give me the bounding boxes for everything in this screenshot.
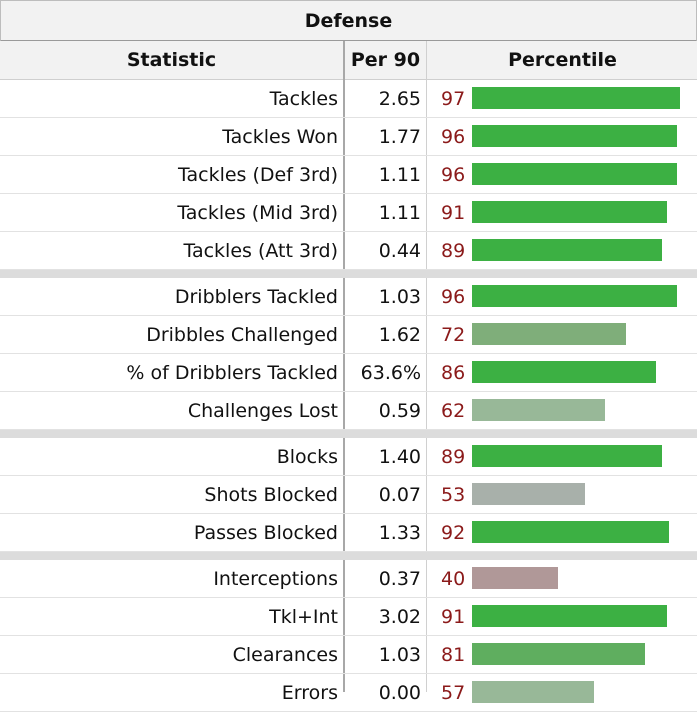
per90-value: 3.02 bbox=[378, 605, 421, 628]
per90-value: 2.65 bbox=[378, 87, 421, 110]
percentile-value: 92 bbox=[441, 521, 466, 544]
per90-value: 1.33 bbox=[378, 521, 421, 544]
statistic-name: Errors bbox=[281, 681, 338, 704]
percentile-value: 62 bbox=[441, 399, 466, 422]
table-row: Tackles 2.65 97 bbox=[0, 80, 697, 118]
percentile-value: 96 bbox=[441, 163, 466, 186]
per90-value: 1.62 bbox=[378, 323, 421, 346]
statistic-name: Passes Blocked bbox=[193, 521, 338, 544]
statistic-name: Shots Blocked bbox=[204, 483, 338, 506]
per90-value: 1.77 bbox=[378, 125, 421, 148]
percentile-value: 89 bbox=[441, 445, 466, 468]
percentile-bar bbox=[472, 201, 667, 223]
table-row: Passes Blocked 1.33 92 bbox=[0, 514, 697, 552]
percentile-value: 89 bbox=[441, 239, 466, 262]
group-separator bbox=[0, 430, 697, 438]
table-row: Tackles (Att 3rd) 0.44 89 bbox=[0, 232, 697, 270]
percentile-bar bbox=[472, 567, 558, 589]
percentile-value: 53 bbox=[441, 483, 466, 506]
group-separator bbox=[0, 270, 697, 278]
percentile-bar bbox=[472, 239, 662, 261]
percentile-bar bbox=[472, 521, 669, 543]
percentile-bar bbox=[472, 643, 645, 665]
percentile-value: 91 bbox=[441, 605, 466, 628]
table-row: Tackles (Def 3rd) 1.11 96 bbox=[0, 156, 697, 194]
percentile-value: 86 bbox=[441, 361, 466, 384]
column-header-percentile[interactable]: Percentile bbox=[508, 49, 617, 71]
statistic-name: Tackles (Def 3rd) bbox=[178, 163, 338, 186]
per90-value: 1.11 bbox=[378, 163, 421, 186]
percentile-bar bbox=[472, 323, 626, 345]
table-row: Clearances 1.03 81 bbox=[0, 636, 697, 674]
table-row: % of Dribblers Tackled 63.6% 86 bbox=[0, 354, 697, 392]
statistic-name: Tackles (Att 3rd) bbox=[183, 239, 338, 262]
percentile-value: 81 bbox=[441, 643, 466, 666]
table-title: Defense bbox=[0, 0, 697, 42]
percentile-bar bbox=[472, 445, 662, 467]
column-divider bbox=[343, 41, 345, 692]
statistic-name: Tkl+Int bbox=[269, 605, 338, 628]
percentile-bar bbox=[472, 605, 667, 627]
table-row: Tackles (Mid 3rd) 1.11 91 bbox=[0, 194, 697, 232]
statistic-name: Tackles (Mid 3rd) bbox=[177, 201, 338, 224]
statistic-name: Blocks bbox=[276, 445, 338, 468]
percentile-bar bbox=[472, 163, 677, 185]
percentile-value: 96 bbox=[441, 285, 466, 308]
per90-value: 0.07 bbox=[378, 483, 421, 506]
per90-value: 1.03 bbox=[378, 643, 421, 666]
statistic-name: Tackles Won bbox=[222, 125, 338, 148]
group-separator bbox=[0, 552, 697, 560]
percentile-value: 97 bbox=[441, 87, 466, 110]
statistic-name: Dribblers Tackled bbox=[174, 285, 338, 308]
per90-value: 1.11 bbox=[378, 201, 421, 224]
table-row: Blocks 1.40 89 bbox=[0, 438, 697, 476]
statistic-name: Challenges Lost bbox=[187, 399, 338, 422]
percentile-bar bbox=[472, 125, 677, 147]
percentile-bar bbox=[472, 361, 656, 383]
column-header-statistic[interactable]: Statistic bbox=[126, 49, 217, 71]
percentile-value: 91 bbox=[441, 201, 466, 224]
per90-value: 0.37 bbox=[378, 567, 421, 590]
table-row: Tackles Won 1.77 96 bbox=[0, 118, 697, 156]
table-row: Dribblers Tackled 1.03 96 bbox=[0, 278, 697, 316]
column-divider bbox=[426, 41, 427, 692]
table-header: Statistic Per 90 Percentile bbox=[0, 41, 697, 80]
table-row: Interceptions 0.37 40 bbox=[0, 560, 697, 598]
per90-value: 0.59 bbox=[378, 399, 421, 422]
percentile-value: 57 bbox=[441, 681, 466, 704]
table-row: Shots Blocked 0.07 53 bbox=[0, 476, 697, 514]
percentile-bar bbox=[472, 399, 605, 421]
statistic-name: % of Dribblers Tackled bbox=[126, 361, 338, 384]
percentile-bar bbox=[472, 681, 594, 703]
percentile-value: 40 bbox=[441, 567, 466, 590]
per90-value: 0.44 bbox=[378, 239, 421, 262]
statistic-name: Dribbles Challenged bbox=[146, 323, 338, 346]
percentile-bar bbox=[472, 285, 677, 307]
percentile-value: 96 bbox=[441, 125, 466, 148]
per90-value: 0.00 bbox=[378, 681, 421, 704]
table-row: Tkl+Int 3.02 91 bbox=[0, 598, 697, 636]
statistic-name: Interceptions bbox=[213, 567, 338, 590]
table-row: Challenges Lost 0.59 62 bbox=[0, 392, 697, 430]
column-header-per90[interactable]: Per 90 bbox=[350, 49, 421, 71]
per90-value: 1.03 bbox=[378, 285, 421, 308]
per90-value: 63.6% bbox=[360, 361, 421, 384]
table-row: Errors 0.00 57 bbox=[0, 674, 697, 712]
percentile-bar bbox=[472, 87, 680, 109]
statistic-name: Tackles bbox=[269, 87, 338, 110]
table-row: Dribbles Challenged 1.62 72 bbox=[0, 316, 697, 354]
statistic-name: Clearances bbox=[232, 643, 338, 666]
percentile-value: 72 bbox=[441, 323, 466, 346]
per90-value: 1.40 bbox=[378, 445, 421, 468]
percentile-bar bbox=[472, 483, 585, 505]
